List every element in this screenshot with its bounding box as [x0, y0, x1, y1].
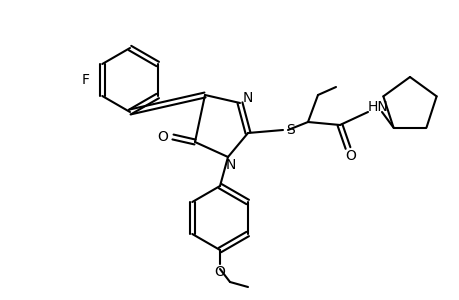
Text: O: O [214, 265, 225, 279]
Text: N: N [242, 91, 252, 105]
Text: S: S [286, 123, 295, 137]
Text: F: F [82, 73, 90, 87]
Text: N: N [225, 158, 235, 172]
Text: O: O [345, 149, 356, 163]
Text: HN: HN [367, 100, 387, 114]
Text: O: O [157, 130, 168, 144]
